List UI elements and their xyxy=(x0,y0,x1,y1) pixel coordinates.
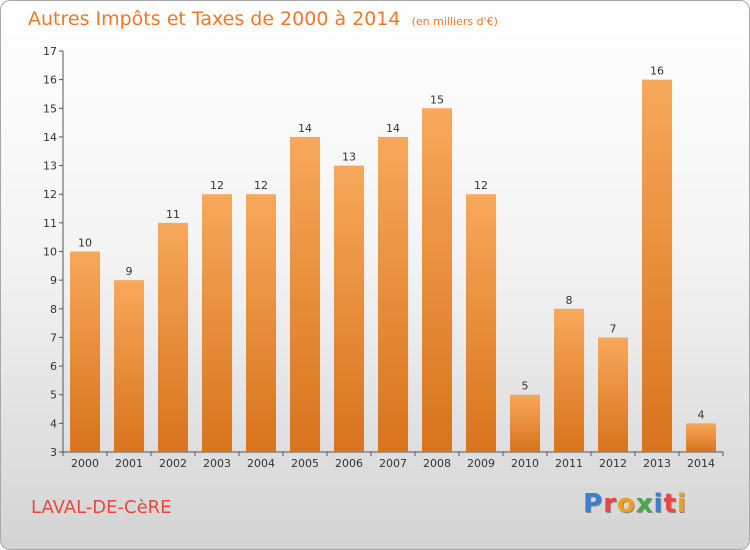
y-tick-label: 6 xyxy=(50,360,57,373)
x-tick-label: 2005 xyxy=(291,457,319,470)
logo-letter: t xyxy=(663,489,677,519)
y-tick-label: 7 xyxy=(50,331,57,344)
bar xyxy=(114,280,144,452)
logo-letter: P xyxy=(583,489,604,519)
data-label: 12 xyxy=(254,179,268,192)
y-tick-label: 10 xyxy=(43,246,57,259)
logo-letter: o xyxy=(616,489,636,519)
unit-text: (en milliers d'€) xyxy=(411,15,498,28)
data-label: 13 xyxy=(342,151,356,164)
data-label: 9 xyxy=(126,265,133,278)
x-tick-label: 2009 xyxy=(467,457,495,470)
x-tick-label: 2002 xyxy=(159,457,187,470)
y-tick-label: 9 xyxy=(50,274,57,287)
logo-letter: r xyxy=(603,489,617,519)
y-tick-label: 15 xyxy=(43,102,57,115)
x-tick-label: 2004 xyxy=(247,457,275,470)
data-label: 11 xyxy=(166,208,180,221)
x-tick-label: 2006 xyxy=(335,457,363,470)
y-tick-label: 4 xyxy=(50,417,57,430)
x-tick-label: 2014 xyxy=(687,457,715,470)
bar xyxy=(70,251,100,452)
data-label: 4 xyxy=(698,408,705,421)
y-tick-label: 5 xyxy=(50,389,57,402)
logo-letter: i xyxy=(676,489,687,519)
bar xyxy=(510,394,540,452)
bar xyxy=(642,79,672,453)
data-label: 16 xyxy=(650,65,664,78)
bar xyxy=(378,136,408,452)
y-tick-label: 8 xyxy=(50,303,57,316)
data-label: 15 xyxy=(430,93,444,106)
data-label: 10 xyxy=(78,237,92,250)
y-tick-label: 16 xyxy=(43,74,57,87)
x-tick-label: 2011 xyxy=(555,457,583,470)
bar xyxy=(554,308,584,452)
x-tick-label: 2000 xyxy=(71,457,99,470)
bar xyxy=(334,165,364,453)
data-label: 12 xyxy=(474,179,488,192)
x-tick-label: 2013 xyxy=(643,457,671,470)
bar xyxy=(598,337,628,452)
title-text: Autres Impôts et Taxes de 2000 à 2014 xyxy=(28,8,401,30)
y-tick-label: 12 xyxy=(43,188,57,201)
data-label: 12 xyxy=(210,179,224,192)
bar xyxy=(686,423,716,452)
data-label: 14 xyxy=(298,122,312,135)
data-label: 8 xyxy=(566,294,573,307)
y-tick-label: 14 xyxy=(43,131,57,144)
bar xyxy=(202,194,232,452)
x-tick-label: 2012 xyxy=(599,457,627,470)
x-tick-label: 2008 xyxy=(423,457,451,470)
y-tick-label: 13 xyxy=(43,160,57,173)
y-tick-label: 17 xyxy=(43,45,57,58)
x-tick-label: 2003 xyxy=(203,457,231,470)
logo-letter: i xyxy=(653,489,664,519)
y-tick-label: 11 xyxy=(43,217,57,230)
logo-letter: x xyxy=(635,489,654,519)
bar xyxy=(158,222,188,452)
x-tick-label: 2010 xyxy=(511,457,539,470)
y-tick-label: 3 xyxy=(50,446,57,459)
chart-title: Autres Impôts et Taxes de 2000 à 2014 (e… xyxy=(28,8,498,30)
bar-layer xyxy=(70,79,716,453)
label-layer: 2000 10 2001 9 2002 11 2003 12 2004 12 2005 14 2006 1… xyxy=(71,65,715,470)
bar xyxy=(422,108,452,453)
data-label: 14 xyxy=(386,122,400,135)
proxiti-logo: Proxiti xyxy=(583,489,687,519)
commune-name: LAVAL-DE-CèRE xyxy=(31,497,172,518)
x-tick-label: 2001 xyxy=(115,457,143,470)
bar xyxy=(466,194,496,452)
data-label: 5 xyxy=(522,380,529,393)
data-label: 7 xyxy=(610,322,617,335)
x-tick-label: 2007 xyxy=(379,457,407,470)
bar xyxy=(246,194,276,452)
bar xyxy=(290,136,320,452)
